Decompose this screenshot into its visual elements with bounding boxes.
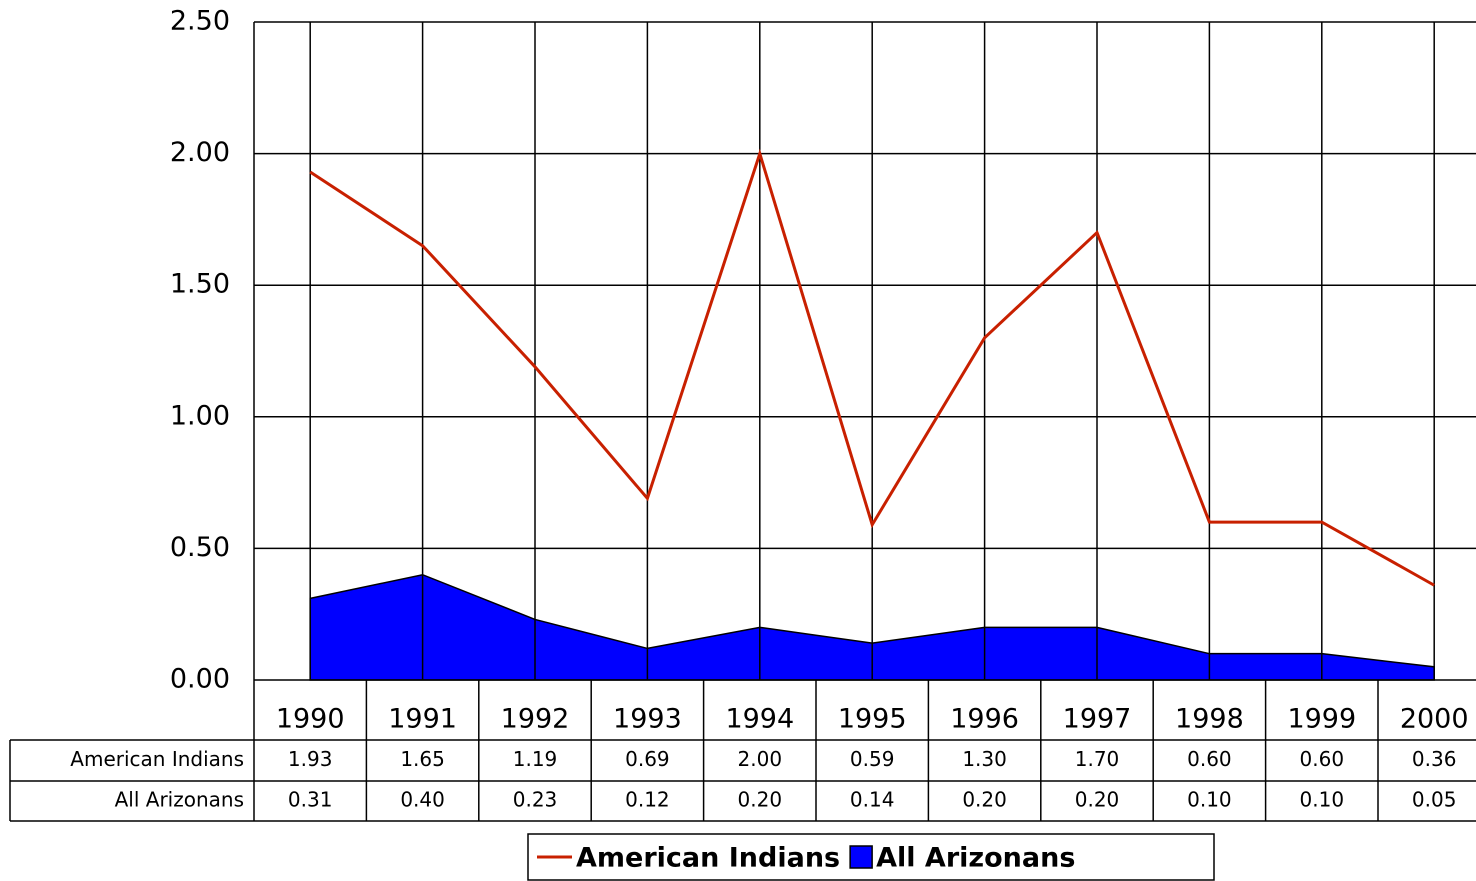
table-cell: 0.40 bbox=[400, 788, 445, 812]
table-cell: 0.31 bbox=[288, 788, 333, 812]
legend-label: All Arizonans bbox=[876, 843, 1075, 874]
x-tick-label: 1995 bbox=[838, 704, 907, 735]
x-tick-label: 2000 bbox=[1400, 704, 1469, 735]
x-tick-label: 1994 bbox=[725, 704, 794, 735]
y-tick-label: 2.50 bbox=[170, 6, 230, 37]
x-tick-label: 1999 bbox=[1287, 704, 1356, 735]
table-cell: 0.12 bbox=[625, 788, 670, 812]
table-cell: 0.60 bbox=[1187, 747, 1232, 771]
y-tick-label: 0.00 bbox=[170, 664, 230, 695]
table-cell: 0.20 bbox=[738, 788, 783, 812]
table-cell: 0.69 bbox=[625, 747, 670, 771]
table-cell: 1.30 bbox=[962, 747, 1007, 771]
table-cell: 1.93 bbox=[288, 747, 333, 771]
table-cell: 1.70 bbox=[1075, 747, 1120, 771]
table-cell: 0.23 bbox=[513, 788, 558, 812]
table-row-label: All Arizonans bbox=[115, 788, 244, 812]
table-cell: 0.60 bbox=[1300, 747, 1345, 771]
table-cell: 0.20 bbox=[962, 788, 1007, 812]
table-cell: 0.59 bbox=[850, 747, 895, 771]
table-cell: 0.14 bbox=[850, 788, 895, 812]
y-tick-label: 0.50 bbox=[170, 532, 230, 563]
y-tick-label: 2.00 bbox=[170, 137, 230, 168]
table-cell: 1.65 bbox=[400, 747, 445, 771]
line bbox=[309, 148, 1435, 587]
x-tick-label: 1998 bbox=[1175, 704, 1244, 735]
x-tick-label: 1996 bbox=[950, 704, 1019, 735]
y-tick-label: 1.00 bbox=[170, 400, 230, 431]
table-cell: 2.00 bbox=[738, 747, 783, 771]
x-tick-label: 1997 bbox=[1063, 704, 1132, 735]
table-cell: 1.19 bbox=[513, 747, 558, 771]
legend-label: American Indians bbox=[576, 843, 840, 874]
x-tick-label: 1990 bbox=[276, 704, 345, 735]
legend-swatch bbox=[849, 845, 873, 869]
table-cell: 0.05 bbox=[1412, 788, 1457, 812]
x-tick-label: 1991 bbox=[388, 704, 457, 735]
x-tick-label: 1992 bbox=[501, 704, 570, 735]
y-tick-label: 1.50 bbox=[170, 269, 230, 300]
table-row-label: American Indians bbox=[70, 747, 244, 771]
x-tick-label: 1993 bbox=[613, 704, 682, 735]
table-cell: 0.36 bbox=[1412, 747, 1457, 771]
table-cell: 0.10 bbox=[1300, 788, 1345, 812]
table-cell: 0.10 bbox=[1187, 788, 1232, 812]
table-cell: 0.20 bbox=[1075, 788, 1120, 812]
